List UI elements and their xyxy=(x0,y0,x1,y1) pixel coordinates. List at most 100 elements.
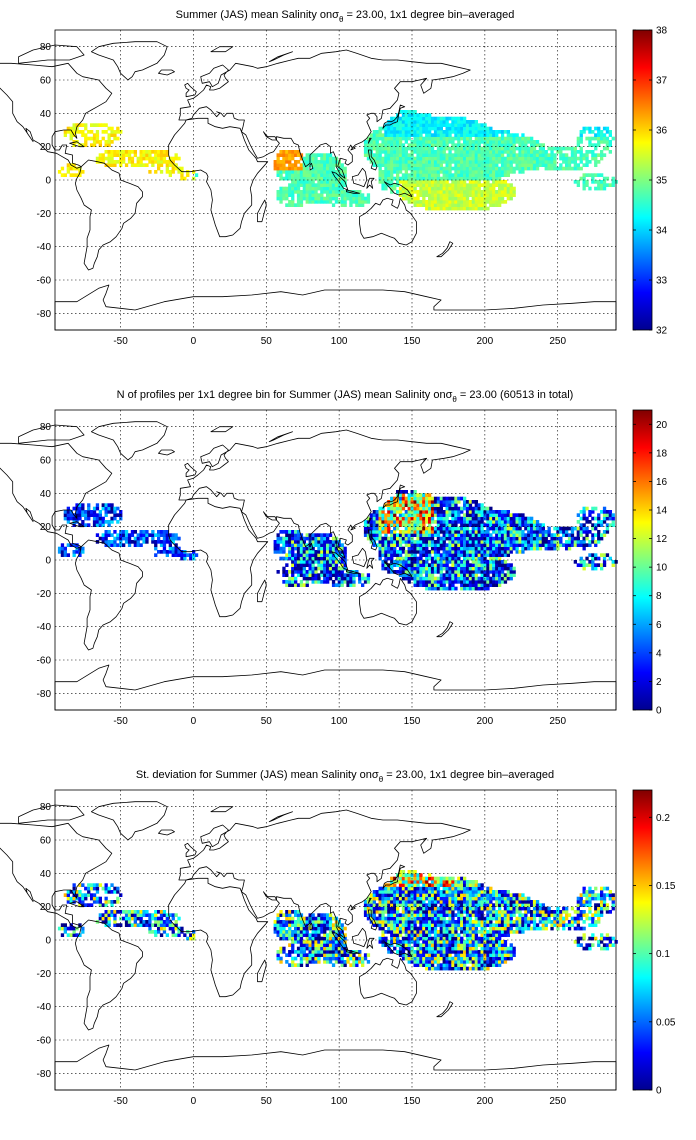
data-cell xyxy=(331,540,336,544)
data-cell xyxy=(541,150,545,154)
data-cell xyxy=(299,550,304,554)
data-cell xyxy=(439,120,443,124)
data-cell xyxy=(465,560,470,564)
data-cell xyxy=(579,176,583,181)
data-cell xyxy=(361,196,365,201)
data-cell xyxy=(331,180,336,184)
data-cell xyxy=(60,933,65,937)
data-cell xyxy=(384,553,388,557)
data-cell xyxy=(302,926,306,931)
data-cell xyxy=(288,936,292,941)
data-cell xyxy=(378,520,382,524)
data-cell xyxy=(282,913,286,917)
data-cell xyxy=(340,543,344,547)
data-cell xyxy=(495,560,499,564)
data-cell xyxy=(433,190,438,194)
data-cell xyxy=(489,516,493,521)
data-cell xyxy=(439,180,443,184)
data-cell xyxy=(317,540,321,544)
data-cell xyxy=(436,200,441,204)
data-cell xyxy=(381,916,385,921)
data-cell xyxy=(390,190,394,194)
data-cell xyxy=(498,150,502,154)
data-cell xyxy=(323,540,327,544)
data-cell xyxy=(556,150,560,154)
data-cell xyxy=(337,960,341,964)
data-cell xyxy=(483,580,487,584)
data-cell xyxy=(317,566,321,571)
data-cell xyxy=(393,546,397,551)
data-cell xyxy=(419,543,423,547)
data-cell xyxy=(127,150,132,154)
data-cell xyxy=(597,530,601,534)
data-cell xyxy=(142,920,146,924)
data-cell xyxy=(597,136,601,141)
data-cell xyxy=(311,196,315,201)
data-cell xyxy=(541,163,545,167)
data-cell xyxy=(500,533,505,537)
data-cell xyxy=(474,510,478,514)
data-cell xyxy=(401,550,406,554)
data-cell xyxy=(334,930,339,934)
data-cell xyxy=(390,186,394,191)
data-cell xyxy=(428,123,432,127)
data-cell xyxy=(463,496,467,501)
data-cell xyxy=(317,170,321,174)
data-cell xyxy=(463,143,467,147)
data-cell xyxy=(419,173,423,177)
data-cell xyxy=(495,193,499,197)
data-cell xyxy=(436,153,441,157)
data-cell xyxy=(498,523,502,527)
data-cell xyxy=(457,533,461,537)
data-cell xyxy=(594,556,598,561)
data-cell xyxy=(451,203,455,207)
data-cell xyxy=(308,183,312,187)
data-cell xyxy=(579,146,583,151)
data-cell xyxy=(291,936,295,941)
data-cell xyxy=(463,133,467,137)
data-cell xyxy=(474,563,478,567)
data-cell xyxy=(524,536,528,541)
data-cell xyxy=(527,136,531,141)
data-cell xyxy=(559,526,563,531)
data-cell xyxy=(433,163,438,167)
data-cell xyxy=(302,953,306,957)
data-cell xyxy=(323,956,327,961)
data-cell xyxy=(492,583,496,587)
data-cell xyxy=(544,163,548,167)
data-cell xyxy=(72,166,76,171)
data-cell xyxy=(492,560,496,564)
data-cell xyxy=(477,193,481,197)
data-cell xyxy=(518,143,522,147)
data-cell xyxy=(288,546,292,551)
data-cell xyxy=(454,123,458,127)
data-cell xyxy=(562,146,566,151)
data-cell xyxy=(363,530,368,534)
data-cell xyxy=(390,540,394,544)
data-cell xyxy=(416,126,420,131)
data-cell xyxy=(349,580,353,584)
data-cell xyxy=(559,153,563,157)
data-cell xyxy=(442,153,446,157)
data-cell xyxy=(498,146,502,151)
data-cell xyxy=(78,883,82,887)
data-cell xyxy=(588,560,592,564)
data-cell xyxy=(314,940,318,944)
data-cell xyxy=(296,543,301,547)
data-cell xyxy=(413,190,417,194)
data-cell xyxy=(518,156,522,161)
data-cell xyxy=(585,506,589,511)
data-cell xyxy=(445,170,449,174)
data-cell xyxy=(582,560,586,564)
data-cell xyxy=(503,580,508,584)
data-cell xyxy=(276,920,280,924)
data-cell xyxy=(503,526,508,531)
data-cell xyxy=(63,516,67,521)
data-cell xyxy=(320,560,324,564)
data-cell xyxy=(460,143,464,147)
data-cell xyxy=(78,510,82,514)
data-cell xyxy=(390,513,394,517)
data-cell xyxy=(483,543,487,547)
data-cell xyxy=(98,913,102,917)
data-cell xyxy=(425,550,429,554)
